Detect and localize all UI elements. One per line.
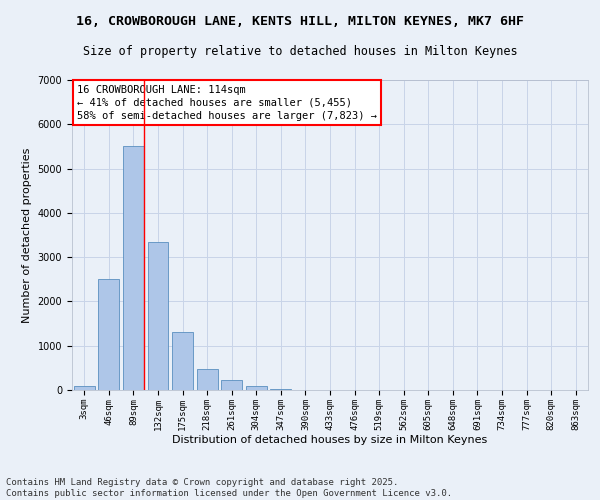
Bar bbox=[271, 388, 292, 390]
Y-axis label: Number of detached properties: Number of detached properties bbox=[22, 148, 32, 322]
Bar bbox=[148, 242, 169, 390]
Bar bbox=[172, 332, 193, 390]
Text: Contains HM Land Registry data © Crown copyright and database right 2025.
Contai: Contains HM Land Registry data © Crown c… bbox=[6, 478, 452, 498]
Bar bbox=[246, 386, 267, 390]
X-axis label: Distribution of detached houses by size in Milton Keynes: Distribution of detached houses by size … bbox=[172, 436, 488, 446]
Bar bbox=[123, 146, 144, 390]
Bar bbox=[197, 368, 218, 390]
Bar bbox=[98, 280, 119, 390]
Text: 16, CROWBOROUGH LANE, KENTS HILL, MILTON KEYNES, MK7 6HF: 16, CROWBOROUGH LANE, KENTS HILL, MILTON… bbox=[76, 15, 524, 28]
Bar bbox=[74, 386, 95, 390]
Bar bbox=[221, 380, 242, 390]
Text: 16 CROWBOROUGH LANE: 114sqm
← 41% of detached houses are smaller (5,455)
58% of : 16 CROWBOROUGH LANE: 114sqm ← 41% of det… bbox=[77, 84, 377, 121]
Text: Size of property relative to detached houses in Milton Keynes: Size of property relative to detached ho… bbox=[83, 45, 517, 58]
